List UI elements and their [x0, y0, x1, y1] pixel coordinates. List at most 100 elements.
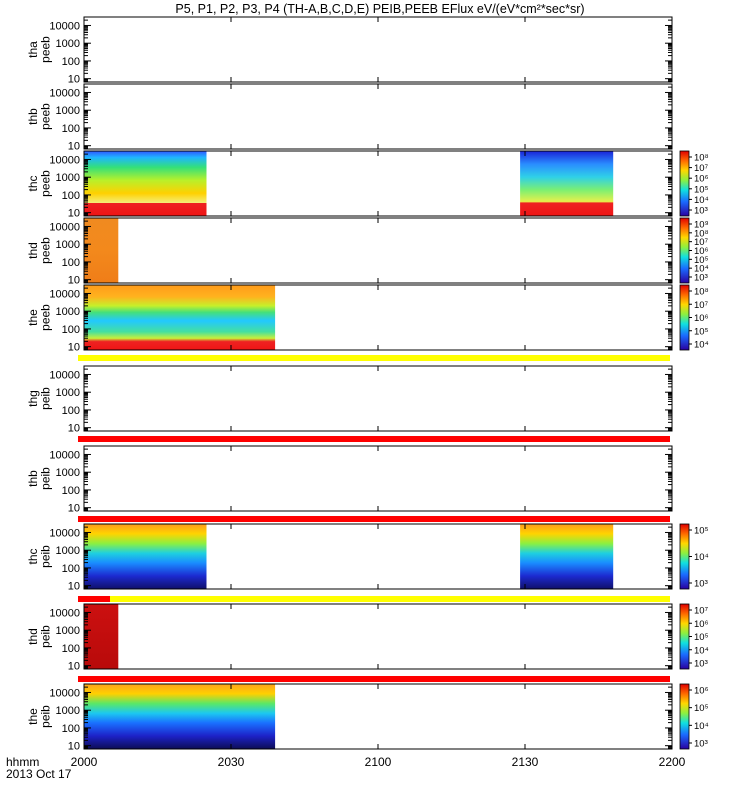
panel-label: thcpeeb — [26, 170, 53, 197]
y-tick-label: 1000 — [56, 625, 80, 637]
panel-thd-peeb: 10 100 1000 10000 thdpeeb 10⁹10⁸10⁷10⁶10⁵10⁴1… — [26, 217, 709, 287]
y-tick-label: 10000 — [49, 221, 80, 233]
y-tick-label: 1000 — [56, 467, 80, 479]
panel-label-line: peeb — [38, 304, 52, 331]
y-tick-label: 10000 — [49, 288, 80, 300]
panel-label-line: thc — [26, 175, 40, 191]
panel-label-line: peeb — [38, 237, 52, 264]
colorbar-label: 10⁴ — [694, 195, 709, 206]
chart-title: P5, P1, P2, P3, P4 (TH-A,B,C,D,E) PEIB,P… — [175, 2, 584, 16]
colorbar-label: 10³ — [694, 739, 708, 750]
panel-thc-peib: 10 100 1000 10000 thcpeib 10⁵ 10⁴ 10³ — [26, 523, 709, 593]
y-tick-label: 10 — [68, 74, 80, 86]
panel-tha-peeb: 10 100 1000 10000 thapeeb — [26, 16, 673, 86]
colorbar-label: 10⁸ — [694, 153, 709, 164]
y-tick-label: 10 — [68, 208, 80, 220]
y-tick-label: 100 — [62, 563, 80, 575]
colorbar — [679, 217, 690, 284]
panel-label: thepeeb — [26, 304, 53, 331]
y-tick-label: 1000 — [56, 545, 80, 557]
y-tick-label: 1000 — [56, 239, 80, 251]
panel-thb-peeb: 10 100 1000 10000 thbpeeb — [26, 83, 673, 153]
panel-label: thapeeb — [26, 36, 53, 63]
colorbar — [679, 603, 690, 670]
y-tick-label: 1000 — [56, 705, 80, 717]
status-bar-segment — [78, 596, 110, 602]
status-bar — [78, 596, 670, 602]
panel-label-line: peeb — [38, 170, 52, 197]
spectrogram-segment — [520, 151, 614, 216]
panel-label: thcpeib — [26, 545, 53, 568]
y-tick-label: 1000 — [56, 172, 80, 184]
panel-label-line: peib — [38, 467, 52, 490]
y-tick-label: 100 — [62, 123, 80, 135]
colorbar-label: 10³ — [694, 659, 708, 670]
y-tick-label: 10000 — [49, 687, 80, 699]
y-tick-label: 100 — [62, 190, 80, 202]
spectrogram-segment — [84, 524, 207, 589]
colorbar-label: 10⁷ — [694, 237, 709, 248]
panel-label-line: peeb — [38, 36, 52, 63]
panel-thb-peib: 10 100 1000 10000 thbpeib — [26, 445, 673, 515]
time-axis: 2000 2030 2100 2130 2200 — [71, 755, 686, 769]
colorbar-label: 10³ — [694, 273, 708, 284]
x-tick-label: 2000 — [71, 755, 98, 769]
colorbar-label: 10⁶ — [694, 619, 709, 630]
y-tick-label: 10 — [68, 342, 80, 354]
x-tick-label: 2030 — [218, 755, 245, 769]
status-bar — [78, 516, 670, 522]
colorbar-label: 10⁴ — [694, 264, 709, 275]
panel-label-line: thc — [26, 548, 40, 564]
colorbar-label: 10⁴ — [694, 721, 709, 732]
panel-label: thbpeib — [26, 467, 53, 490]
colorbar-label: 10⁹ — [694, 220, 709, 231]
panel-label-line: thd — [26, 628, 40, 645]
y-tick-label: 100 — [62, 405, 80, 417]
colorbar-label: 10⁷ — [694, 606, 709, 617]
status-bar — [78, 676, 670, 682]
y-tick-label: 10000 — [49, 449, 80, 461]
panel-label-line: peib — [38, 387, 52, 410]
colorbar-label: 10⁸ — [694, 287, 709, 298]
y-tick-label: 10 — [68, 275, 80, 287]
panel-label-line: thd — [26, 242, 40, 259]
spectrogram-segment — [84, 684, 276, 749]
panel-frame — [83, 603, 673, 670]
date-label: 2013 Oct 17 — [6, 767, 72, 781]
colorbar — [679, 523, 690, 590]
panel-label-line: thb — [26, 470, 40, 487]
y-tick-label: 10000 — [49, 607, 80, 619]
y-tick-label: 10000 — [49, 20, 80, 32]
spectrogram-segment — [520, 524, 614, 589]
panel-label: thdpeib — [26, 625, 53, 648]
panel-label-line: peib — [38, 545, 52, 568]
colorbar-label: 10³ — [694, 579, 708, 590]
colorbar — [679, 150, 690, 217]
panel-label-line: thg — [26, 390, 40, 407]
panel-label-line: the — [26, 708, 40, 725]
panel-frame — [83, 445, 673, 512]
status-bar — [78, 355, 670, 361]
y-tick-label: 100 — [62, 257, 80, 269]
separator-bars — [78, 355, 670, 682]
panel-the-peeb: 10 100 1000 10000 thepeeb 10⁸ 10⁷ 10⁶ 10⁵ 10⁴ — [26, 284, 709, 354]
y-tick-label: 10000 — [49, 87, 80, 99]
panel-label-line: tha — [26, 41, 40, 58]
panels: 10100100010000thapeeb10100100010000thbpe… — [26, 16, 709, 753]
y-tick-label: 10 — [68, 661, 80, 673]
colorbar-label: 10⁵ — [694, 526, 709, 537]
colorbar-label: 10⁵ — [694, 703, 709, 714]
x-axis-label: hhmm — [6, 755, 39, 769]
y-tick-label: 10000 — [49, 369, 80, 381]
x-tick-label: 2100 — [365, 755, 392, 769]
y-tick-label: 10000 — [49, 154, 80, 166]
colorbar-label: 10⁶ — [694, 313, 709, 324]
y-tick-label: 10000 — [49, 527, 80, 539]
x-tick-label: 2130 — [512, 755, 539, 769]
y-tick-label: 1000 — [56, 105, 80, 117]
y-tick-label: 100 — [62, 723, 80, 735]
spectrogram-segment — [84, 285, 276, 350]
spectrogram-segment — [84, 604, 119, 669]
colorbar — [679, 284, 690, 351]
